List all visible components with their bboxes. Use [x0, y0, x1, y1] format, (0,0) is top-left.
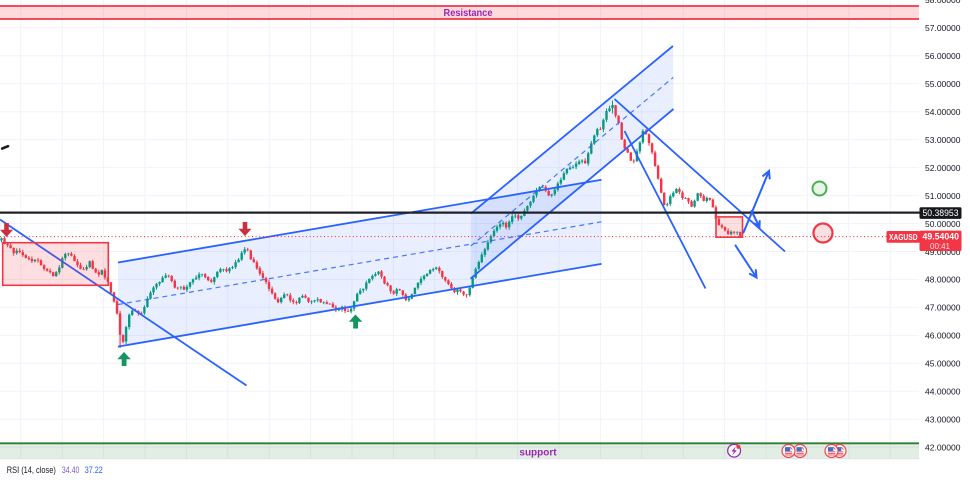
svg-text:48.00000: 48.00000: [925, 275, 961, 285]
svg-text:54.00000: 54.00000: [925, 107, 961, 117]
svg-text:RSI (14, close): RSI (14, close): [7, 465, 56, 475]
svg-text:55.00000: 55.00000: [925, 79, 961, 89]
svg-text:51.00000: 51.00000: [925, 191, 961, 201]
svg-text:43.00000: 43.00000: [925, 415, 961, 425]
svg-text:50.00000: 50.00000: [925, 219, 961, 229]
svg-text:57.00000: 57.00000: [925, 23, 961, 33]
svg-text:56.00000: 56.00000: [925, 51, 961, 61]
svg-text:Resistance: Resistance: [444, 8, 493, 19]
svg-text:50.38953: 50.38953: [923, 208, 959, 219]
svg-text:XAGUSD: XAGUSD: [889, 233, 918, 242]
svg-text:42.00000: 42.00000: [925, 443, 961, 453]
svg-text:58.00000: 58.00000: [925, 0, 961, 5]
svg-text:45.00000: 45.00000: [925, 359, 961, 369]
svg-text:37.22: 37.22: [85, 465, 103, 475]
svg-text:support: support: [519, 448, 557, 459]
svg-text:52.00000: 52.00000: [925, 163, 961, 173]
svg-text:46.00000: 46.00000: [925, 331, 961, 341]
svg-text:00:41: 00:41: [930, 241, 950, 251]
svg-text:53.00000: 53.00000: [925, 135, 961, 145]
svg-text:34.40: 34.40: [62, 465, 80, 475]
svg-text:47.00000: 47.00000: [925, 303, 961, 313]
svg-text:44.00000: 44.00000: [925, 387, 961, 397]
